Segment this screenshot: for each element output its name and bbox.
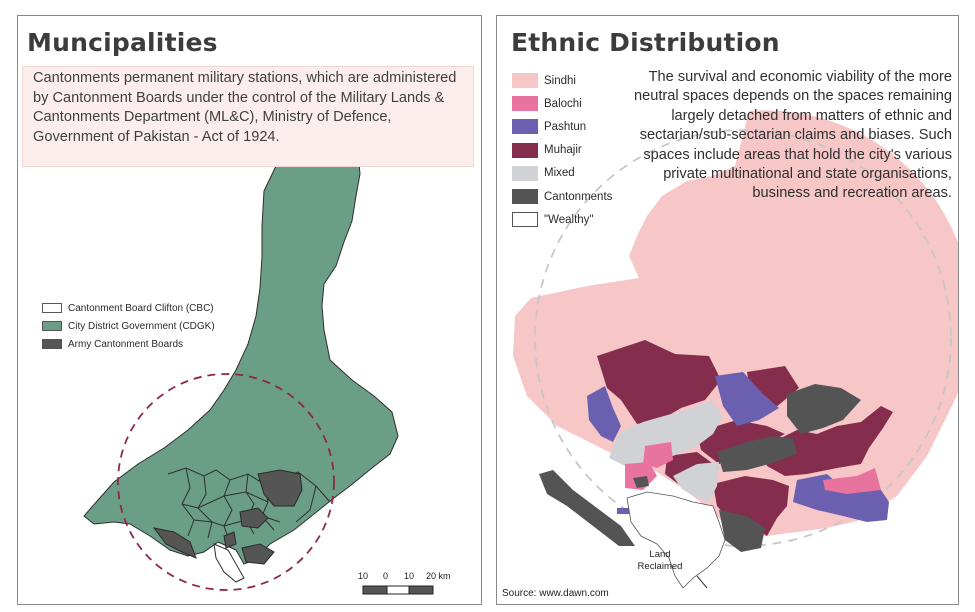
land-reclaimed-arrow-icon [696,575,708,589]
clifton-cantonment [213,543,245,583]
legend-swatch-pashtun [512,119,538,135]
focus-circle [117,373,335,591]
army-cantonments [152,469,303,565]
legend-item-balochi: Balochi [512,92,612,115]
ethnic-legend: Sindhi Balochi Pashtun Muhajir Mixed Can… [512,69,612,231]
legend-label-sindhi: Sindhi [544,74,576,87]
ethnic-title: Ethnic Distribution [511,28,780,57]
legend-swatch-sindhi [512,73,538,89]
scale-label-10-left: 10 [358,571,369,581]
mixed-areas [609,400,723,502]
legend-label-balochi: Balochi [544,97,582,110]
ethnic-panel: Ethnic Distribution Sindhi Balochi Pasht… [496,15,959,605]
legend-label-mixed: Mixed [544,167,575,180]
ethnic-map [513,110,958,589]
legend-label-pashtun: Pashtun [544,120,587,133]
scale-bar [362,585,434,595]
legend-swatch-cdgk [42,321,62,331]
legend-label-cbc: Cantonment Board Clifton (CBC) [68,302,214,314]
land-reclaimed-label: Land Reclaimed [637,549,683,572]
scale-label-10-right: 10 [404,571,415,581]
legend-item-cbc: Cantonment Board Clifton (CBC) [42,299,215,317]
balochi-areas [625,442,881,494]
municipalities-legend: Cantonment Board Clifton (CBC) City Dist… [42,299,215,353]
legend-label-army: Army Cantonment Boards [68,338,184,350]
legend-item-sindhi: Sindhi [512,69,612,92]
legend-swatch-balochi [512,96,538,112]
cantonment-areas [539,384,861,552]
legend-label-cdgk: City District Government (CDGK) [68,320,215,332]
cantonment-description: Cantonments permanent military stations,… [22,66,474,167]
legend-item-cantonments: Cantonments [512,185,612,208]
pashtun-areas [587,372,889,522]
legend-item-army: Army Cantonment Boards [42,335,215,353]
legend-swatch-mixed [512,165,538,181]
wealthy-areas [626,491,726,589]
ethnic-description: The survival and economic viability of t… [633,69,952,202]
source-credit: Source: www.dawn.com [502,588,609,599]
legend-label-muhajir: Muhajir [544,144,582,157]
municipalities-title: Muncipalities [27,28,218,57]
legend-label-cantonments: Cantonments [544,190,613,203]
legend-swatch-cbc [42,303,62,313]
scale-label-0: 0 [383,571,389,581]
scale-label-20km: 20 km [426,571,451,581]
legend-item-pashtun: Pashtun [512,115,612,138]
legend-swatch-army [42,339,62,349]
legend-swatch-wealthy [512,212,538,228]
legend-swatch-cantonments [512,189,538,205]
legend-label-wealthy: "Wealthy" [544,213,594,226]
legend-item-wealthy: "Wealthy" [512,208,612,231]
legend-item-mixed: Mixed [512,162,612,185]
legend-swatch-muhajir [512,142,538,158]
municipalities-panel: Muncipalities Cantonments permanent mili… [17,15,482,605]
municipalities-map [83,127,434,595]
legend-item-cdgk: City District Government (CDGK) [42,317,215,335]
legend-item-muhajir: Muhajir [512,139,612,162]
